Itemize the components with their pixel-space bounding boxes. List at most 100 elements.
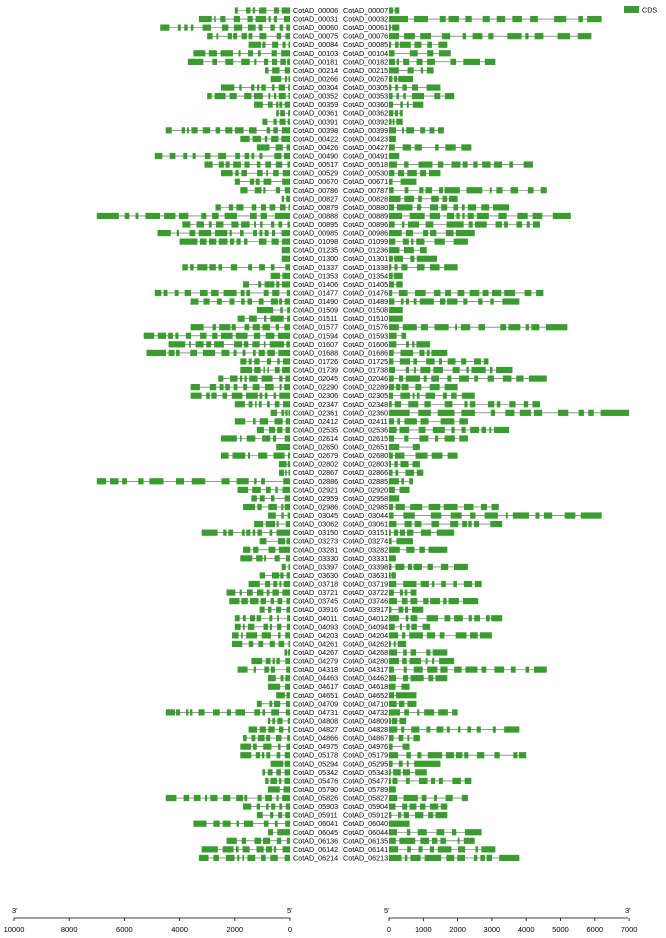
left-gene-cds-exon xyxy=(174,289,179,297)
left-gene-cds-exon xyxy=(251,152,255,160)
left-gene-cds-exon xyxy=(256,615,262,622)
left-gene-label: CotAD_01098 xyxy=(293,237,338,246)
right-gene-cds-exon xyxy=(389,486,395,493)
right-gene-cds-exon xyxy=(491,615,503,622)
right-gene-cds-exon xyxy=(403,649,407,656)
left-gene-label: CotAD_01688 xyxy=(293,348,338,357)
right-gene-cds-exon xyxy=(452,366,460,374)
left-gene-cds-exon xyxy=(259,538,267,545)
left-gene-cds-exon xyxy=(251,495,257,502)
left-gene-cds-exon xyxy=(285,426,290,434)
left-gene-cds-exon xyxy=(250,598,259,605)
gene-pair-row: CotAD_02886 CotAD_02885 xyxy=(96,477,414,486)
right-gene-cds-exon xyxy=(458,726,461,733)
left-gene-cds-exon xyxy=(258,238,267,245)
right-gene-cds-exon xyxy=(421,794,427,802)
left-gene-cds-exon xyxy=(243,735,247,742)
left-gene-cds-exon xyxy=(248,41,262,48)
left-gene-cds-exon xyxy=(287,161,290,168)
right-gene-cds-exon xyxy=(400,349,414,356)
right-gene-cds-exon xyxy=(419,777,428,784)
left-axis-tick-label: 4000 xyxy=(171,925,188,934)
right-gene-cds-exon xyxy=(414,144,422,151)
right-gene-label: CotAD_02615 xyxy=(343,434,388,443)
left-gene-cds-exon xyxy=(246,632,258,639)
gene-pair-row: CotAD_04617 CotAD_04618 xyxy=(267,682,410,691)
gene-pair-row: CotAD_04279 CotAD_04280 xyxy=(251,657,455,666)
gene-pair-row: CotAD_00214 CotAD_00215 xyxy=(265,66,434,75)
gene-pair-row: CotAD_02802 CotAD_02803 xyxy=(278,460,420,469)
right-gene-cds-exon xyxy=(471,366,486,374)
right-gene-cds-exon xyxy=(429,127,435,134)
right-gene-cds-exon xyxy=(419,349,425,356)
left-gene-cds-exon xyxy=(226,837,237,844)
right-gene-cds-exon xyxy=(404,854,408,862)
right-gene-cds-exon xyxy=(413,366,416,374)
left-gene-cds-exon xyxy=(270,666,275,673)
left-gene-cds-exon xyxy=(240,366,252,374)
left-gene-cds-exon xyxy=(268,15,271,23)
right-gene-cds-exon xyxy=(406,101,409,108)
right-gene-label: CotAD_00889 xyxy=(343,211,388,220)
right-gene-cds-exon xyxy=(490,298,494,305)
left-gene-cds-exon xyxy=(206,341,212,348)
left-gene-cds-exon xyxy=(277,358,280,365)
right-gene-cds-exon xyxy=(389,580,397,588)
left-gene-cds-exon xyxy=(230,264,238,271)
left-gene-cds-exon xyxy=(287,118,290,125)
right-gene-cds-exon xyxy=(389,50,395,57)
left-gene-cds-exon xyxy=(265,657,271,665)
left-gene-cds-exon xyxy=(207,33,213,40)
right-gene-cds-exon xyxy=(406,127,414,134)
left-gene-cds-exon xyxy=(277,615,279,622)
right-gene-cds-exon xyxy=(389,152,400,160)
right-gene-cds-exon xyxy=(403,58,410,65)
left-gene-cds-exon xyxy=(267,101,273,108)
right-gene-cds-exon xyxy=(540,187,547,194)
right-gene-cds-exon xyxy=(451,829,457,836)
left-axis-tick-label: 2000 xyxy=(226,925,243,934)
right-gene-label: CotAD_04012 xyxy=(343,614,388,623)
left-gene-cds-exon xyxy=(246,435,256,442)
right-gene-cds-exon xyxy=(527,187,534,194)
right-gene-label: CotAD_00392 xyxy=(343,117,388,126)
right-gene-cds-exon xyxy=(525,324,529,331)
right-gene-cds-exon xyxy=(453,563,468,570)
right-gene-cds-exon xyxy=(389,204,395,211)
left-gene-cds-exon xyxy=(285,521,290,528)
right-gene-cds-exon xyxy=(394,264,398,271)
gene-pair-row: CotAD_04827 CotAD_04828 xyxy=(248,725,520,734)
gene-pair-row: CotAD_03062 CotAD_03061 xyxy=(254,520,503,529)
right-gene-cds-exon xyxy=(401,264,408,271)
right-gene-cds-exon xyxy=(439,298,446,305)
left-gene-cds-exon xyxy=(249,375,258,382)
right-gene-label: CotAD_03746 xyxy=(343,597,388,606)
left-gene-label: CotAD_04975 xyxy=(293,742,338,751)
gene-pair-row: CotAD_03397 CotAD_03398 xyxy=(281,562,468,571)
right-gene-cds-exon xyxy=(389,589,394,596)
right-gene-cds-exon xyxy=(389,33,399,40)
right-gene-cds-exon xyxy=(552,212,571,220)
right-gene-cds-exon xyxy=(389,170,395,177)
right-gene-cds-exon xyxy=(411,623,417,630)
left-gene-cds-exon xyxy=(182,264,188,271)
right-gene-cds-exon xyxy=(389,546,400,553)
left-gene-cds-exon xyxy=(182,221,191,228)
left-gene-cds-exon xyxy=(243,615,246,622)
right-gene-cds-exon xyxy=(389,135,396,142)
left-gene-cds-exon xyxy=(279,118,286,125)
left-gene-label: CotAD_05790 xyxy=(293,785,338,794)
right-gene-cds-exon xyxy=(465,15,472,23)
right-gene-cds-exon xyxy=(406,760,409,767)
gene-pair-row: CotAD_02045 CotAD_02046 xyxy=(218,374,547,383)
left-gene-cds-exon xyxy=(266,358,271,365)
right-gene-cds-exon xyxy=(425,221,434,228)
right-gene-cds-exon xyxy=(389,332,397,339)
left-gene-cds-exon xyxy=(286,598,290,605)
right-gene-cds-exon xyxy=(443,503,458,511)
left-gene-cds-exon xyxy=(270,495,275,502)
right-gene-label: CotAD_01593 xyxy=(343,331,388,340)
left-gene-cds-exon xyxy=(265,846,273,853)
right-gene-cds-exon xyxy=(389,854,402,862)
